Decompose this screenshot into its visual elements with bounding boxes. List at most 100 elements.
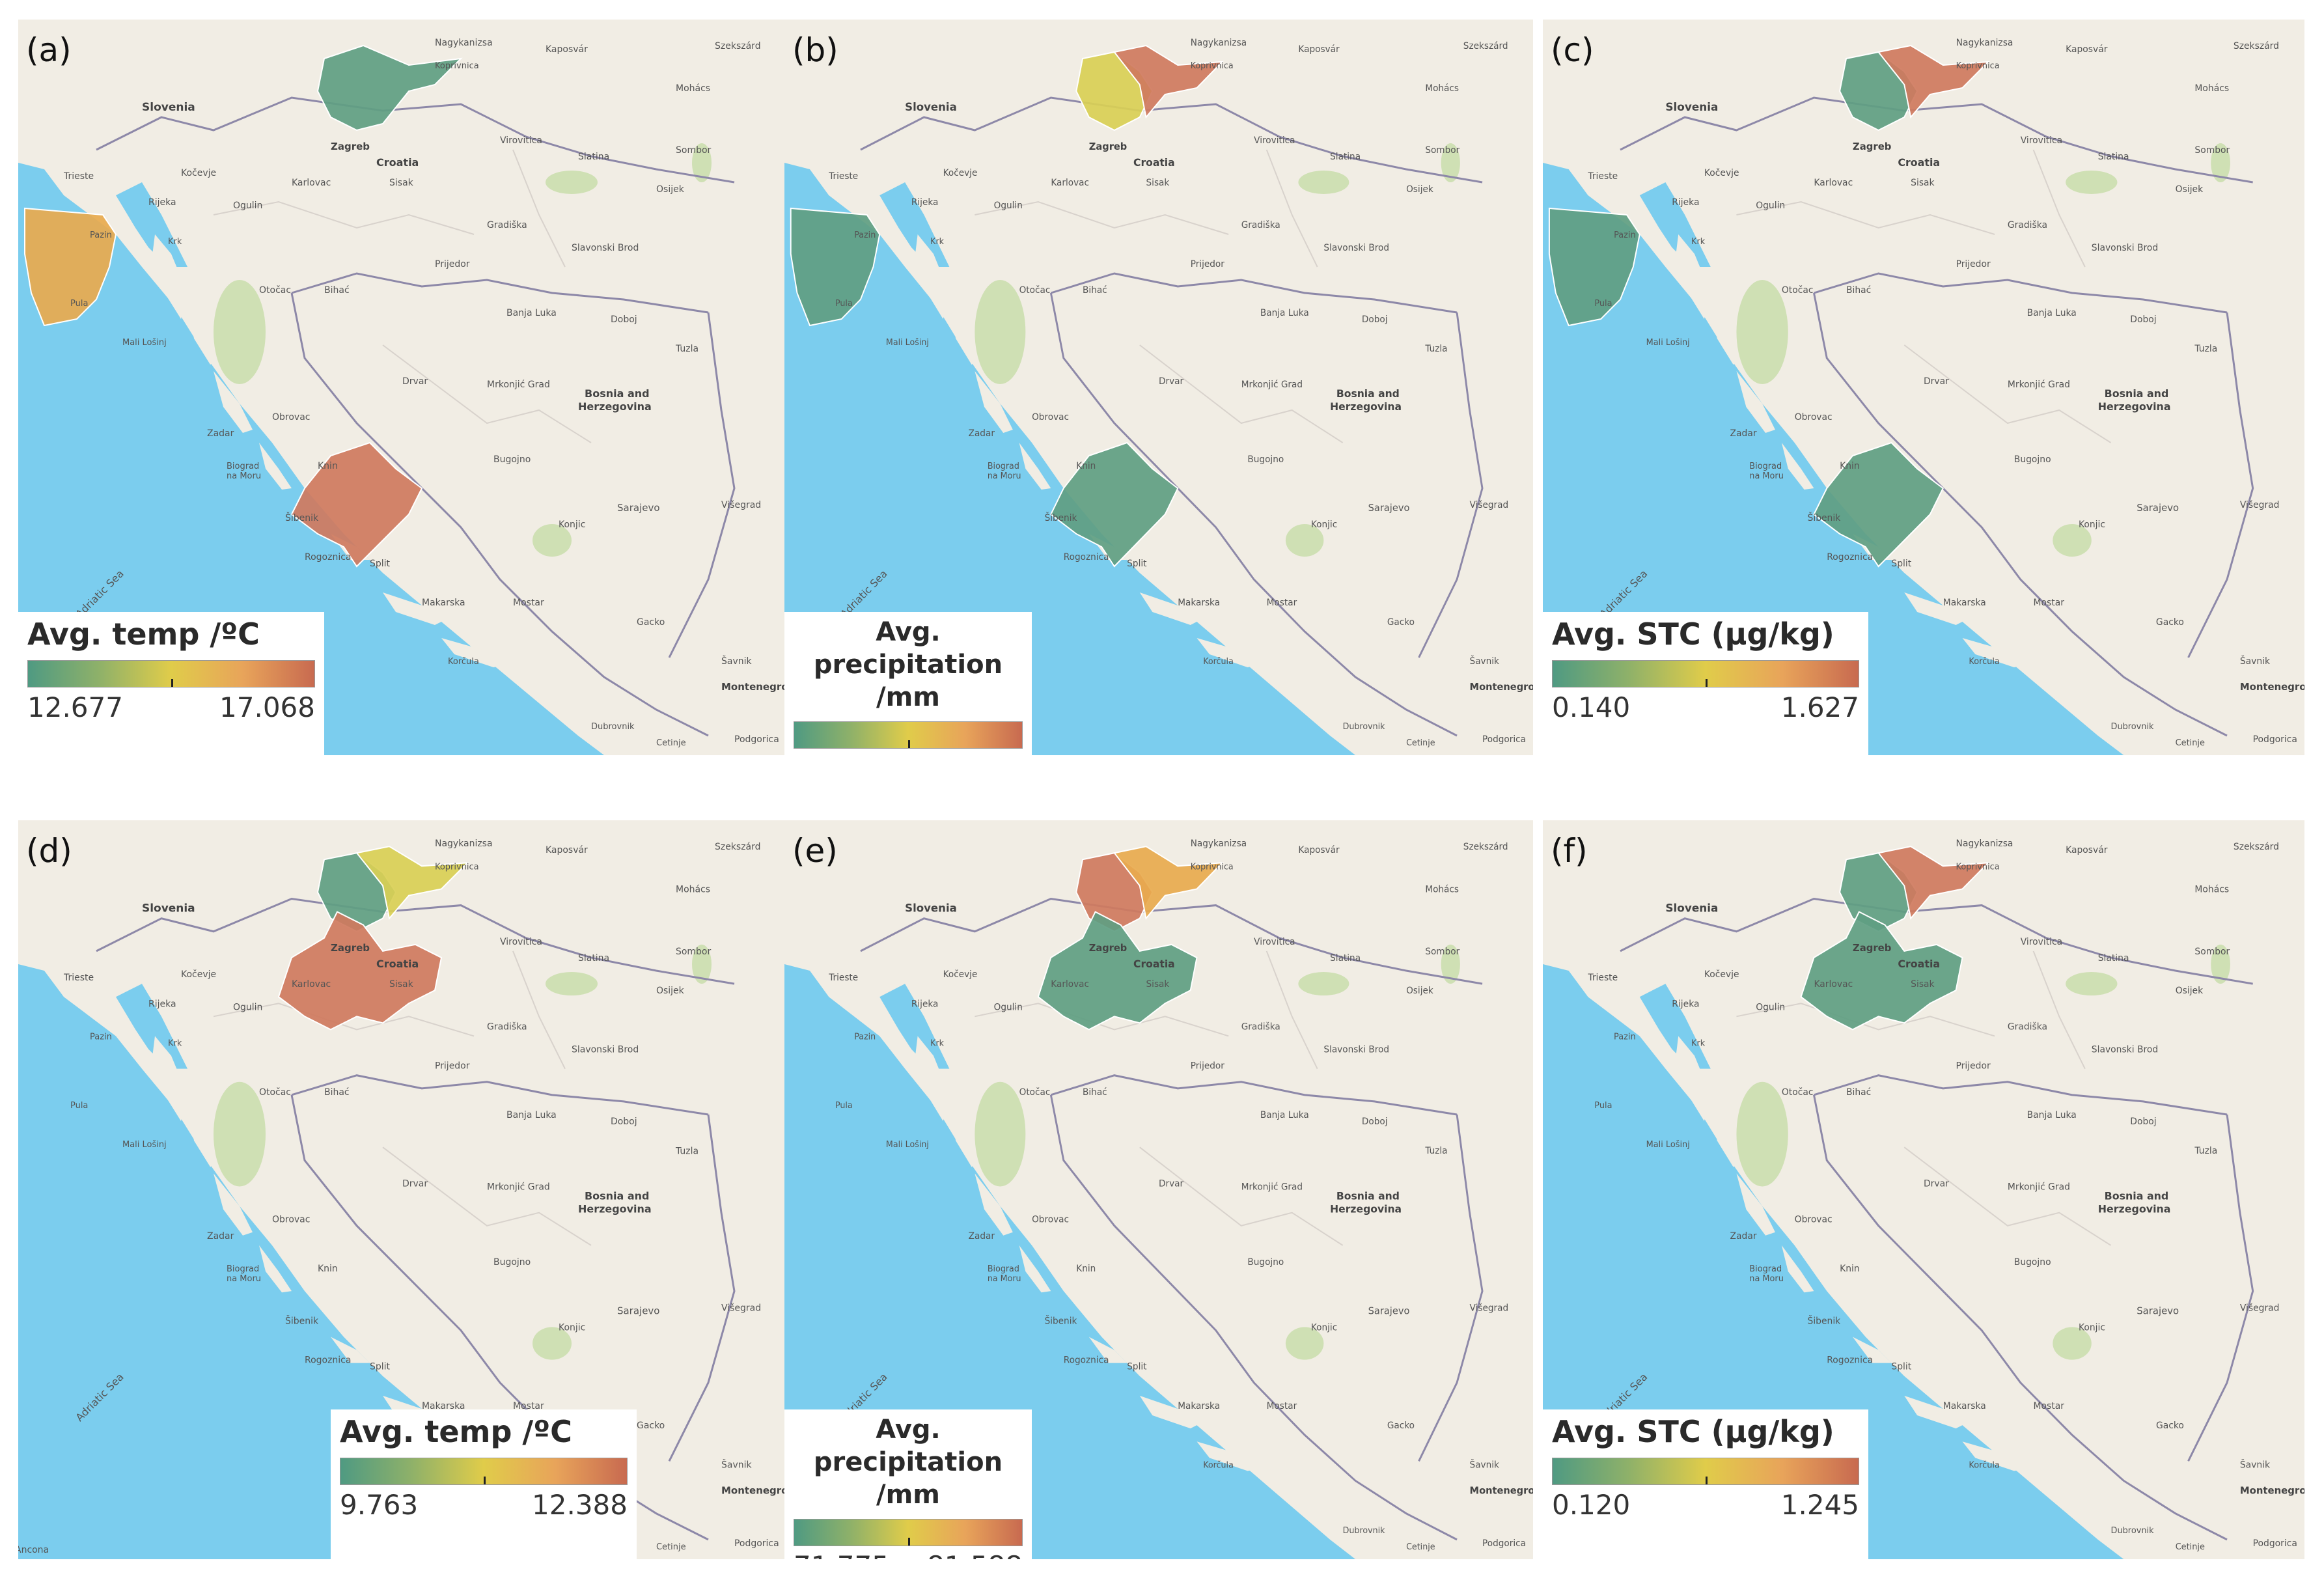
place-label: Split — [370, 559, 391, 569]
place-label: Pula — [835, 299, 853, 309]
place-label: Szekszárd — [715, 41, 761, 51]
place-label: Sarajevo — [1368, 1305, 1410, 1316]
place-label: Pazin — [854, 230, 876, 240]
legend-tick — [908, 740, 910, 748]
place-label: Montenegro — [2240, 1484, 2304, 1496]
place-label: Makarska — [422, 1401, 465, 1411]
place-label: Rijeka — [911, 999, 938, 1009]
region-dalmatia — [1813, 441, 1944, 568]
place-label: Rogoznica — [1064, 552, 1109, 562]
place-label: Korčula — [448, 657, 479, 667]
place-label: Bugojno — [493, 454, 531, 465]
legend-title: Avg. precipitation — [813, 617, 1003, 680]
place-label: Pula — [835, 1101, 853, 1111]
place-label: Otočac — [1019, 285, 1051, 296]
country-borders — [860, 96, 1484, 737]
place-label: Šavnik — [2240, 1458, 2271, 1470]
place-label: Bosnia and — [2105, 387, 2169, 400]
place-label: Višegrad — [721, 500, 761, 510]
place-label: Sisak — [1146, 178, 1170, 188]
place-label: Slovenia — [142, 101, 195, 114]
place-label: Gradiška — [1241, 220, 1280, 230]
place-label: na Moru — [988, 471, 1021, 481]
country-borders — [1620, 96, 2254, 737]
place-label: Split — [1127, 1362, 1147, 1372]
place-label: Mrkonjić Grad — [2008, 1182, 2070, 1192]
place-label: Herzegovina — [2098, 400, 2171, 413]
place-label: Nagykanizsa — [435, 839, 493, 849]
parks — [975, 143, 1460, 557]
place-label: Zadar — [1730, 428, 1757, 439]
place-label: Sombor — [2194, 947, 2230, 957]
place-label: Obrovac — [1795, 412, 1833, 423]
place-label: Ogulin — [994, 201, 1023, 211]
place-label: Zagreb — [331, 141, 370, 152]
place-label: Obrovac — [272, 412, 310, 423]
place-label: Pula — [1594, 1101, 1612, 1111]
country-borders — [1620, 897, 2254, 1541]
place-label: Bugojno — [1247, 454, 1284, 465]
place-label: Rogoznica — [305, 552, 352, 562]
place-label: Šavnik — [721, 1458, 752, 1470]
place-label: Sombor — [676, 947, 711, 957]
place-label: Krk — [930, 1038, 944, 1048]
place-label: Prijedor — [1191, 1061, 1224, 1072]
place-label: Konjic — [2079, 520, 2105, 530]
place-label: Sombor — [676, 145, 712, 156]
place-label: na Moru — [1749, 471, 1784, 481]
place-label: Višegrad — [2240, 1303, 2280, 1313]
place-label: Nagykanizsa — [1191, 839, 1247, 849]
place-label: Split — [1891, 559, 1911, 569]
panel-label: (d) — [26, 832, 72, 870]
panel-label: (c) — [1551, 31, 1594, 69]
place-label: Koprivnica — [435, 61, 479, 71]
panel-label: (b) — [792, 31, 838, 69]
place-label: Tuzla — [2194, 1146, 2217, 1156]
place-label: Mostar — [513, 1401, 544, 1411]
legend-tick — [1706, 1477, 1708, 1484]
place-label: Bihać — [1083, 1087, 1107, 1098]
place-label: Mrkonjić Grad — [2008, 380, 2070, 390]
place-label: Mali Lošinj — [1646, 338, 1690, 348]
place-label: Šavnik — [721, 655, 753, 667]
place-label: Rijeka — [1672, 999, 1699, 1009]
place-label: Otočac — [259, 1087, 291, 1098]
kvarner-bay — [1639, 984, 1711, 1069]
place-label: Prijedor — [435, 1061, 470, 1072]
place-label: Slovenia — [905, 901, 957, 914]
map-panel-d: Nagykanizsa Kaposvár Szekszárd Slovenia … — [18, 820, 786, 1559]
place-label: Zagreb — [1853, 141, 1892, 152]
region-borders — [1736, 951, 2112, 1246]
place-label: Bihać — [1846, 285, 1871, 296]
place-label: Zagreb — [1089, 943, 1127, 954]
place-label: Mali Lošinj — [1646, 1140, 1690, 1150]
place-label: Šibenik — [285, 1314, 319, 1326]
place-label: Mostar — [513, 598, 544, 608]
place-label: Obrovac — [272, 1215, 310, 1225]
place-label: Biograd — [227, 462, 259, 471]
place-label: Slavonski Brod — [2092, 243, 2158, 253]
place-label: Nagykanizsa — [1956, 38, 2013, 48]
legend-title-unit: /mm — [876, 682, 940, 712]
place-label: Herzegovina — [578, 1203, 652, 1215]
adriatic-sea — [18, 964, 604, 1559]
place-label: Kaposvár — [1298, 44, 1339, 55]
place-label: Zadar — [207, 1231, 234, 1242]
place-label: Herzegovina — [578, 400, 652, 413]
place-label: Sombor — [1425, 145, 1459, 156]
place-label: Banja Luka — [2027, 1110, 2077, 1120]
legend-title-unit: /mm — [876, 1480, 940, 1510]
place-label: Banja Luka — [2027, 308, 2077, 318]
legend-color-bar — [1552, 660, 1859, 687]
place-label: Mali Lošinj — [886, 1140, 929, 1150]
place-label: Mali Lošinj — [122, 1140, 167, 1150]
place-label: Cetinje — [656, 738, 686, 748]
legend-min-value: 0.140 — [1552, 691, 1631, 723]
legend-color-bar — [340, 1458, 628, 1485]
map-panel-c: Nagykanizsa Kaposvár Szekszárd Slovenia … — [1543, 20, 2304, 755]
place-label: Knin — [1076, 461, 1096, 471]
highlighted-regions — [24, 44, 463, 568]
place-label: Szekszárd — [1463, 41, 1508, 51]
place-label: Biograd — [227, 1264, 259, 1274]
place-label: Konjic — [1311, 520, 1337, 530]
